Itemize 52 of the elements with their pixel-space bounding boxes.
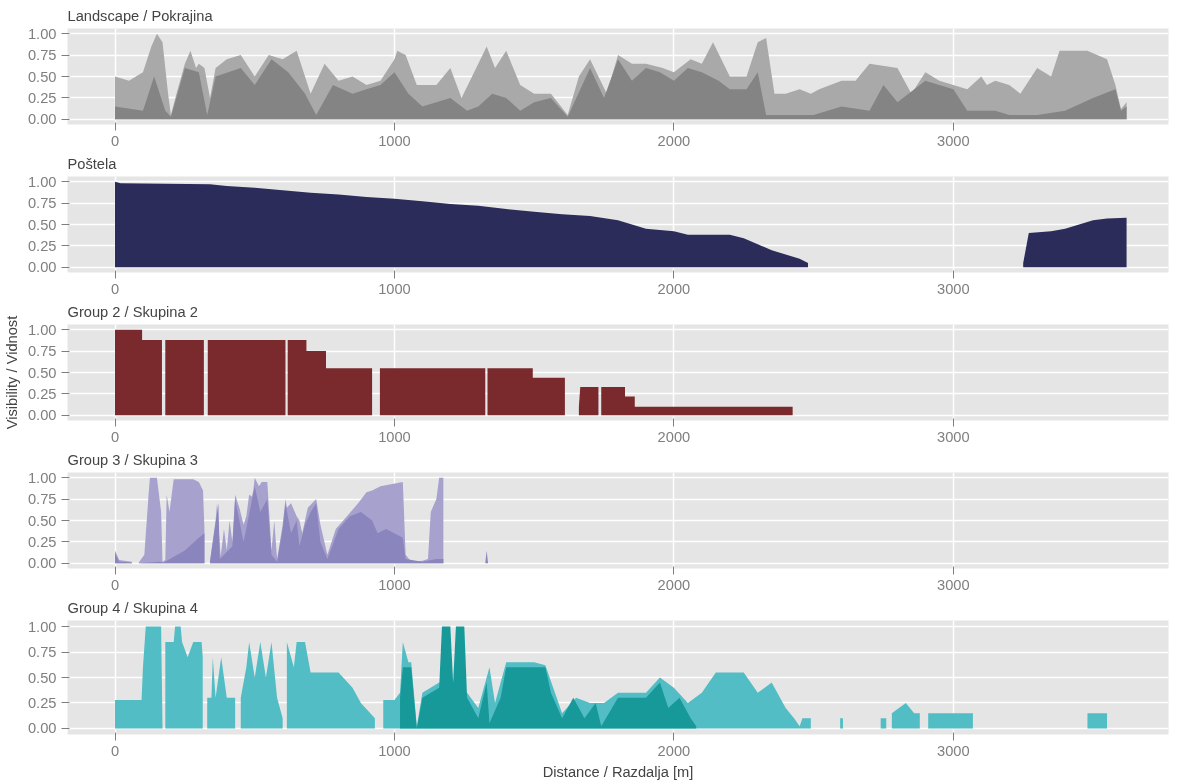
y-tick-label: 0.00	[27, 407, 57, 424]
x-tick-label: 3000	[937, 576, 970, 593]
x-tick-label: 2000	[657, 132, 691, 149]
y-tick-label: 0.50	[27, 68, 57, 85]
y-tick-label: 0.25	[27, 385, 57, 402]
y-tick-label: 1.00	[27, 469, 57, 486]
x-tick-label: 1000	[378, 132, 411, 149]
y-tick-label: 0.75	[27, 644, 57, 661]
x-tick-label: 0	[110, 576, 120, 593]
chart-title: Landscape / Pokrajina	[67, 7, 214, 24]
x-tick-label: 1000	[378, 280, 411, 297]
chart-title: Group 3 / Skupina 3	[67, 451, 198, 468]
y-tick-label: 1.00	[27, 173, 57, 190]
x-tick-label: 3000	[937, 132, 970, 149]
chart-title: Group 2 / Skupina 2	[67, 303, 198, 320]
x-tick-label: 2000	[657, 428, 691, 445]
x-tick-label: 3000	[937, 280, 970, 297]
y-tick-label: 0.00	[27, 259, 57, 276]
x-tick-label: 2000	[657, 576, 691, 593]
x-axis-title: Distance / Razdalja [m]	[542, 763, 694, 780]
y-tick-label: 0.50	[27, 512, 57, 529]
y-tick-label: 0.00	[27, 555, 57, 572]
x-tick-label: 2000	[657, 280, 691, 297]
y-tick-label: 0.50	[27, 216, 57, 233]
y-tick-label: 1.00	[27, 618, 57, 635]
x-tick-label: 1000	[378, 428, 411, 445]
y-tick-label: 0.75	[27, 343, 57, 360]
y-tick-label: 0.75	[27, 491, 57, 508]
y-tick-label: 0.25	[27, 533, 57, 550]
y-tick-label: 0.25	[27, 89, 57, 106]
y-axis-title: Visibility / Vidnost	[3, 315, 20, 430]
y-tick-label: 0.00	[27, 720, 57, 737]
y-tick-label: 0.25	[27, 694, 57, 711]
x-tick-label: 0	[110, 428, 120, 445]
x-tick-label: 0	[110, 132, 120, 149]
x-tick-label: 0	[110, 280, 120, 297]
chart-title: Poštela	[67, 155, 118, 172]
y-tick-label: 1.00	[27, 25, 57, 42]
y-tick-label: 1.00	[27, 321, 57, 338]
x-tick-label: 2000	[657, 742, 691, 759]
x-tick-label: 0	[110, 742, 120, 759]
chart-title: Group 4 / Skupina 4	[67, 599, 198, 616]
x-tick-label: 1000	[378, 742, 411, 759]
y-tick-label: 0.00	[27, 111, 57, 128]
x-tick-label: 3000	[937, 742, 970, 759]
y-tick-label: 0.25	[27, 237, 57, 254]
x-tick-label: 1000	[378, 576, 411, 593]
y-tick-label: 0.75	[27, 47, 57, 64]
y-tick-label: 0.75	[27, 195, 57, 212]
y-tick-label: 0.50	[27, 669, 57, 686]
x-tick-label: 3000	[937, 428, 970, 445]
y-tick-label: 0.50	[27, 364, 57, 381]
